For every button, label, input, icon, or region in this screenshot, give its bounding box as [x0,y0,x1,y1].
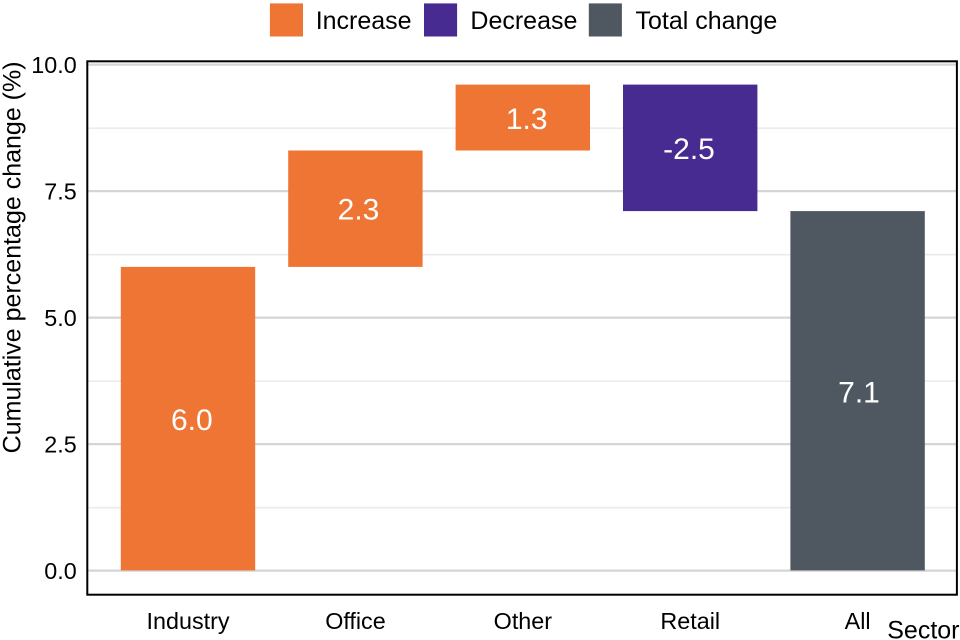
svg-text:Increase: Increase [316,7,412,35]
svg-text:10.0: 10.0 [31,52,76,78]
svg-text:Decrease: Decrease [470,7,577,35]
svg-text:1.3: 1.3 [506,103,548,136]
svg-text:Total change: Total change [636,7,778,35]
svg-text:0.0: 0.0 [44,558,76,584]
svg-text:Retail: Retail [660,608,720,634]
svg-text:-2.5: -2.5 [663,133,715,166]
svg-text:2.3: 2.3 [338,194,380,227]
svg-text:Other: Other [494,608,553,634]
svg-text:2.5: 2.5 [44,431,76,457]
svg-text:7.1: 7.1 [838,376,880,409]
svg-text:6.0: 6.0 [171,404,213,437]
svg-text:Cumulative percentage change (: Cumulative percentage change (%) [0,61,27,453]
svg-text:Office: Office [325,608,386,634]
svg-text:Sector: Sector [887,616,959,640]
svg-text:Industry: Industry [147,608,230,634]
svg-text:All: All [845,608,871,634]
svg-text:7.5: 7.5 [44,178,76,204]
svg-text:5.0: 5.0 [44,305,76,331]
